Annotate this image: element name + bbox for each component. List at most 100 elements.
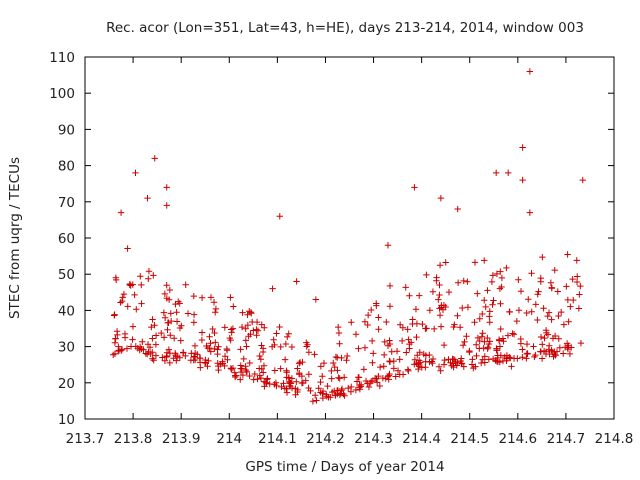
data-point <box>133 306 140 313</box>
data-point <box>191 356 199 364</box>
data-point <box>180 349 187 357</box>
data-point <box>548 284 555 291</box>
data-point <box>188 350 195 357</box>
data-point <box>211 329 218 337</box>
data-point <box>251 370 258 378</box>
data-point <box>513 317 521 325</box>
data-point <box>230 303 237 310</box>
data-point <box>435 363 443 370</box>
data-point <box>205 357 212 365</box>
x-axis-label: GPS time / Days of year 2014 <box>245 459 444 475</box>
data-point <box>160 334 168 341</box>
data-point <box>413 360 420 367</box>
data-point <box>165 296 173 303</box>
data-point <box>281 385 289 392</box>
data-point <box>238 323 246 331</box>
data-point <box>198 336 206 344</box>
data-point <box>523 309 530 317</box>
data-point <box>570 296 577 304</box>
data-point <box>258 321 265 328</box>
data-point <box>353 378 361 385</box>
data-point <box>201 359 209 366</box>
data-point <box>433 277 440 284</box>
data-point <box>547 279 555 286</box>
data-point <box>394 367 402 374</box>
data-point <box>376 363 384 371</box>
data-point <box>243 368 250 376</box>
data-point <box>423 271 430 279</box>
data-point <box>338 387 345 394</box>
data-point <box>242 363 249 370</box>
data-point <box>119 294 126 301</box>
data-point <box>399 324 407 331</box>
y-tick-label: 100 <box>49 86 75 102</box>
data-point <box>436 261 444 269</box>
data-point <box>498 274 506 282</box>
data-point <box>259 348 267 356</box>
data-point <box>528 308 535 315</box>
data-point <box>396 356 403 363</box>
data-point <box>436 312 444 319</box>
data-point <box>148 323 155 331</box>
data-point <box>335 329 343 337</box>
data-point <box>479 310 486 318</box>
data-point <box>115 343 122 350</box>
data-point <box>340 390 347 398</box>
data-point <box>258 342 265 349</box>
data-point <box>144 341 152 348</box>
data-point <box>458 355 465 362</box>
data-point <box>440 361 448 368</box>
y-tick-label: 50 <box>58 267 75 283</box>
data-point <box>564 251 571 258</box>
data-point <box>500 338 507 345</box>
y-axis: 10 20 30 40 50 60 70 80 90 100 110 <box>49 50 614 428</box>
data-point <box>396 321 404 328</box>
data-point <box>413 333 420 341</box>
data-point <box>283 374 290 381</box>
data-point <box>441 356 448 364</box>
data-point <box>526 209 534 216</box>
y-tick-label: 90 <box>58 122 75 138</box>
data-point <box>288 343 296 351</box>
data-point <box>573 278 581 286</box>
data-point <box>481 359 489 366</box>
data-point <box>503 264 510 272</box>
data-point <box>348 383 355 391</box>
data-point <box>369 359 376 367</box>
data-point <box>386 340 394 348</box>
data-point <box>575 305 583 312</box>
data-point <box>504 332 512 339</box>
data-point <box>317 363 325 370</box>
data-point <box>117 299 124 306</box>
data-point <box>145 348 152 356</box>
data-point <box>369 377 377 385</box>
data-point <box>515 276 522 283</box>
data-point <box>519 354 526 361</box>
data-point <box>228 365 235 373</box>
data-point <box>161 357 169 364</box>
data-point <box>361 318 369 325</box>
data-point <box>436 281 443 289</box>
data-point <box>145 268 153 275</box>
data-point <box>482 303 489 311</box>
data-point <box>303 339 310 346</box>
x-tick-label: 213.8 <box>114 431 153 447</box>
data-point <box>476 345 483 352</box>
data-point <box>545 309 553 316</box>
data-point <box>159 354 166 361</box>
data-point <box>163 184 170 191</box>
data-point <box>287 380 294 387</box>
data-point <box>450 355 457 363</box>
data-point <box>471 259 479 266</box>
data-point <box>158 329 165 337</box>
data-point <box>319 390 326 397</box>
data-point <box>368 337 376 345</box>
data-point <box>375 372 382 380</box>
data-point <box>246 372 253 380</box>
data-point <box>437 304 445 311</box>
data-point <box>294 365 301 372</box>
data-point <box>481 338 488 345</box>
data-point <box>131 291 138 299</box>
data-point <box>276 323 283 331</box>
data-point <box>381 338 388 346</box>
